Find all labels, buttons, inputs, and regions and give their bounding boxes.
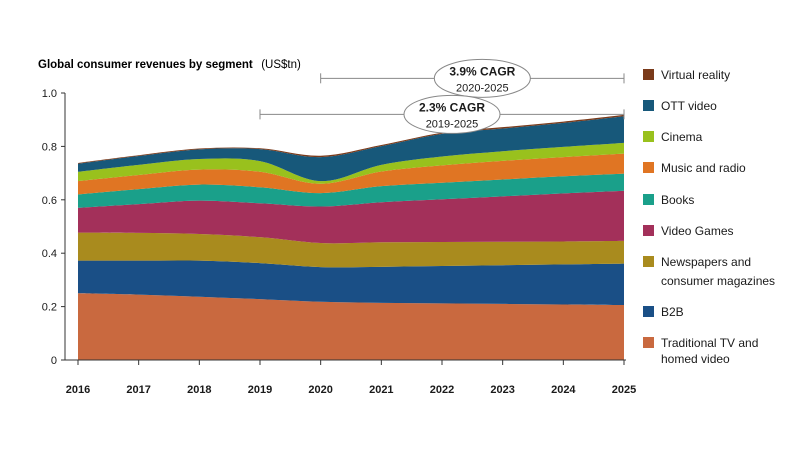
x-tick-label: 2018 xyxy=(187,384,211,396)
cagr-period: 2019-2025 xyxy=(426,118,479,130)
legend-item: Newspapers and consumer magazines xyxy=(643,255,775,288)
cagr-annotation-2: 2.3% CAGR 2019-2025 xyxy=(259,94,625,134)
cagr-annotation-1: 3.9% CAGR 2020-2025 xyxy=(320,58,625,98)
x-tick-label: 2016 xyxy=(66,384,90,396)
legend-label: Cinema xyxy=(661,130,703,144)
y-tick-label: 0.2 xyxy=(42,302,57,314)
legend-label: Newspapers and consumer magazines xyxy=(661,255,775,288)
area-series-6 xyxy=(78,153,624,195)
x-tick-label: 2025 xyxy=(612,384,636,396)
cagr-bubble xyxy=(433,58,531,98)
legend-label: OTT video xyxy=(661,99,717,113)
legend: Virtual reality OTT video Cinema Music and … xyxy=(643,68,775,366)
legend-swatch xyxy=(643,225,654,236)
legend-swatch xyxy=(643,162,654,173)
legend-label: Books xyxy=(661,193,694,207)
legend-item: Traditional TV and homed video xyxy=(643,336,758,366)
legend-swatch xyxy=(643,306,654,317)
legend-swatch xyxy=(643,194,654,205)
area-series-2 xyxy=(78,260,624,305)
x-tick-label: 2019 xyxy=(248,384,272,396)
legend-swatch xyxy=(643,69,654,80)
legend-item: Virtual reality xyxy=(643,68,730,82)
annotations-group: 3.9% CAGR 2020-2025 2.3% CAGR 2019-2025 xyxy=(259,58,625,134)
area-series-group xyxy=(78,114,624,360)
y-tick-label: 1.0 xyxy=(42,88,57,100)
legend-label: Virtual reality xyxy=(661,68,730,82)
y-tick-label: 0.8 xyxy=(42,141,57,153)
legend-label: B2B xyxy=(661,305,684,319)
legend-item: Music and radio xyxy=(643,161,746,175)
chart-title: Global consumer revenues by segment (US$… xyxy=(38,55,301,72)
area-series-3 xyxy=(78,232,624,268)
legend-item: Books xyxy=(643,193,694,207)
legend-swatch xyxy=(643,337,654,348)
legend-item: B2B xyxy=(643,305,684,319)
area-series-8 xyxy=(78,116,624,182)
legend-label: Video Games xyxy=(661,224,734,238)
chart-title-text: Global consumer revenues by segment xyxy=(38,59,253,71)
cagr-bubble xyxy=(403,94,501,134)
legend-swatch xyxy=(643,131,654,142)
legend-swatch xyxy=(643,100,654,111)
legend-label: Music and radio xyxy=(661,161,746,175)
legend-item: Cinema xyxy=(643,130,703,144)
cagr-label: 3.9% CAGR xyxy=(449,64,515,78)
chart-title-unit: (US$tn) xyxy=(261,59,301,71)
x-tick-label: 2023 xyxy=(490,384,514,396)
axes-group: 0 0.2 0.4 0.6 0.8 1.0 2016 2017 2018 2019 2020 2021… xyxy=(42,88,637,396)
x-tick-label: 2024 xyxy=(551,384,576,396)
area-series-7 xyxy=(78,142,624,184)
cagr-period: 2020-2025 xyxy=(456,82,509,94)
legend-item: Video Games xyxy=(643,224,734,238)
y-tick-label: 0 xyxy=(51,355,57,367)
x-tick-label: 2017 xyxy=(126,384,150,396)
x-tick-label: 2020 xyxy=(308,384,332,396)
area-series-4 xyxy=(78,190,624,244)
y-tick-label: 0.6 xyxy=(42,195,57,207)
y-tick-label: 0.4 xyxy=(42,248,57,260)
area-series-1 xyxy=(78,293,624,360)
legend-item: OTT video xyxy=(643,99,717,113)
area-series-5 xyxy=(78,173,624,208)
cagr-label: 2.3% CAGR xyxy=(419,100,485,114)
x-tick-label: 2021 xyxy=(369,384,393,396)
x-tick-label: 2022 xyxy=(430,384,454,396)
legend-swatch xyxy=(643,256,654,267)
legend-label: Traditional TV and homed video xyxy=(661,336,758,366)
